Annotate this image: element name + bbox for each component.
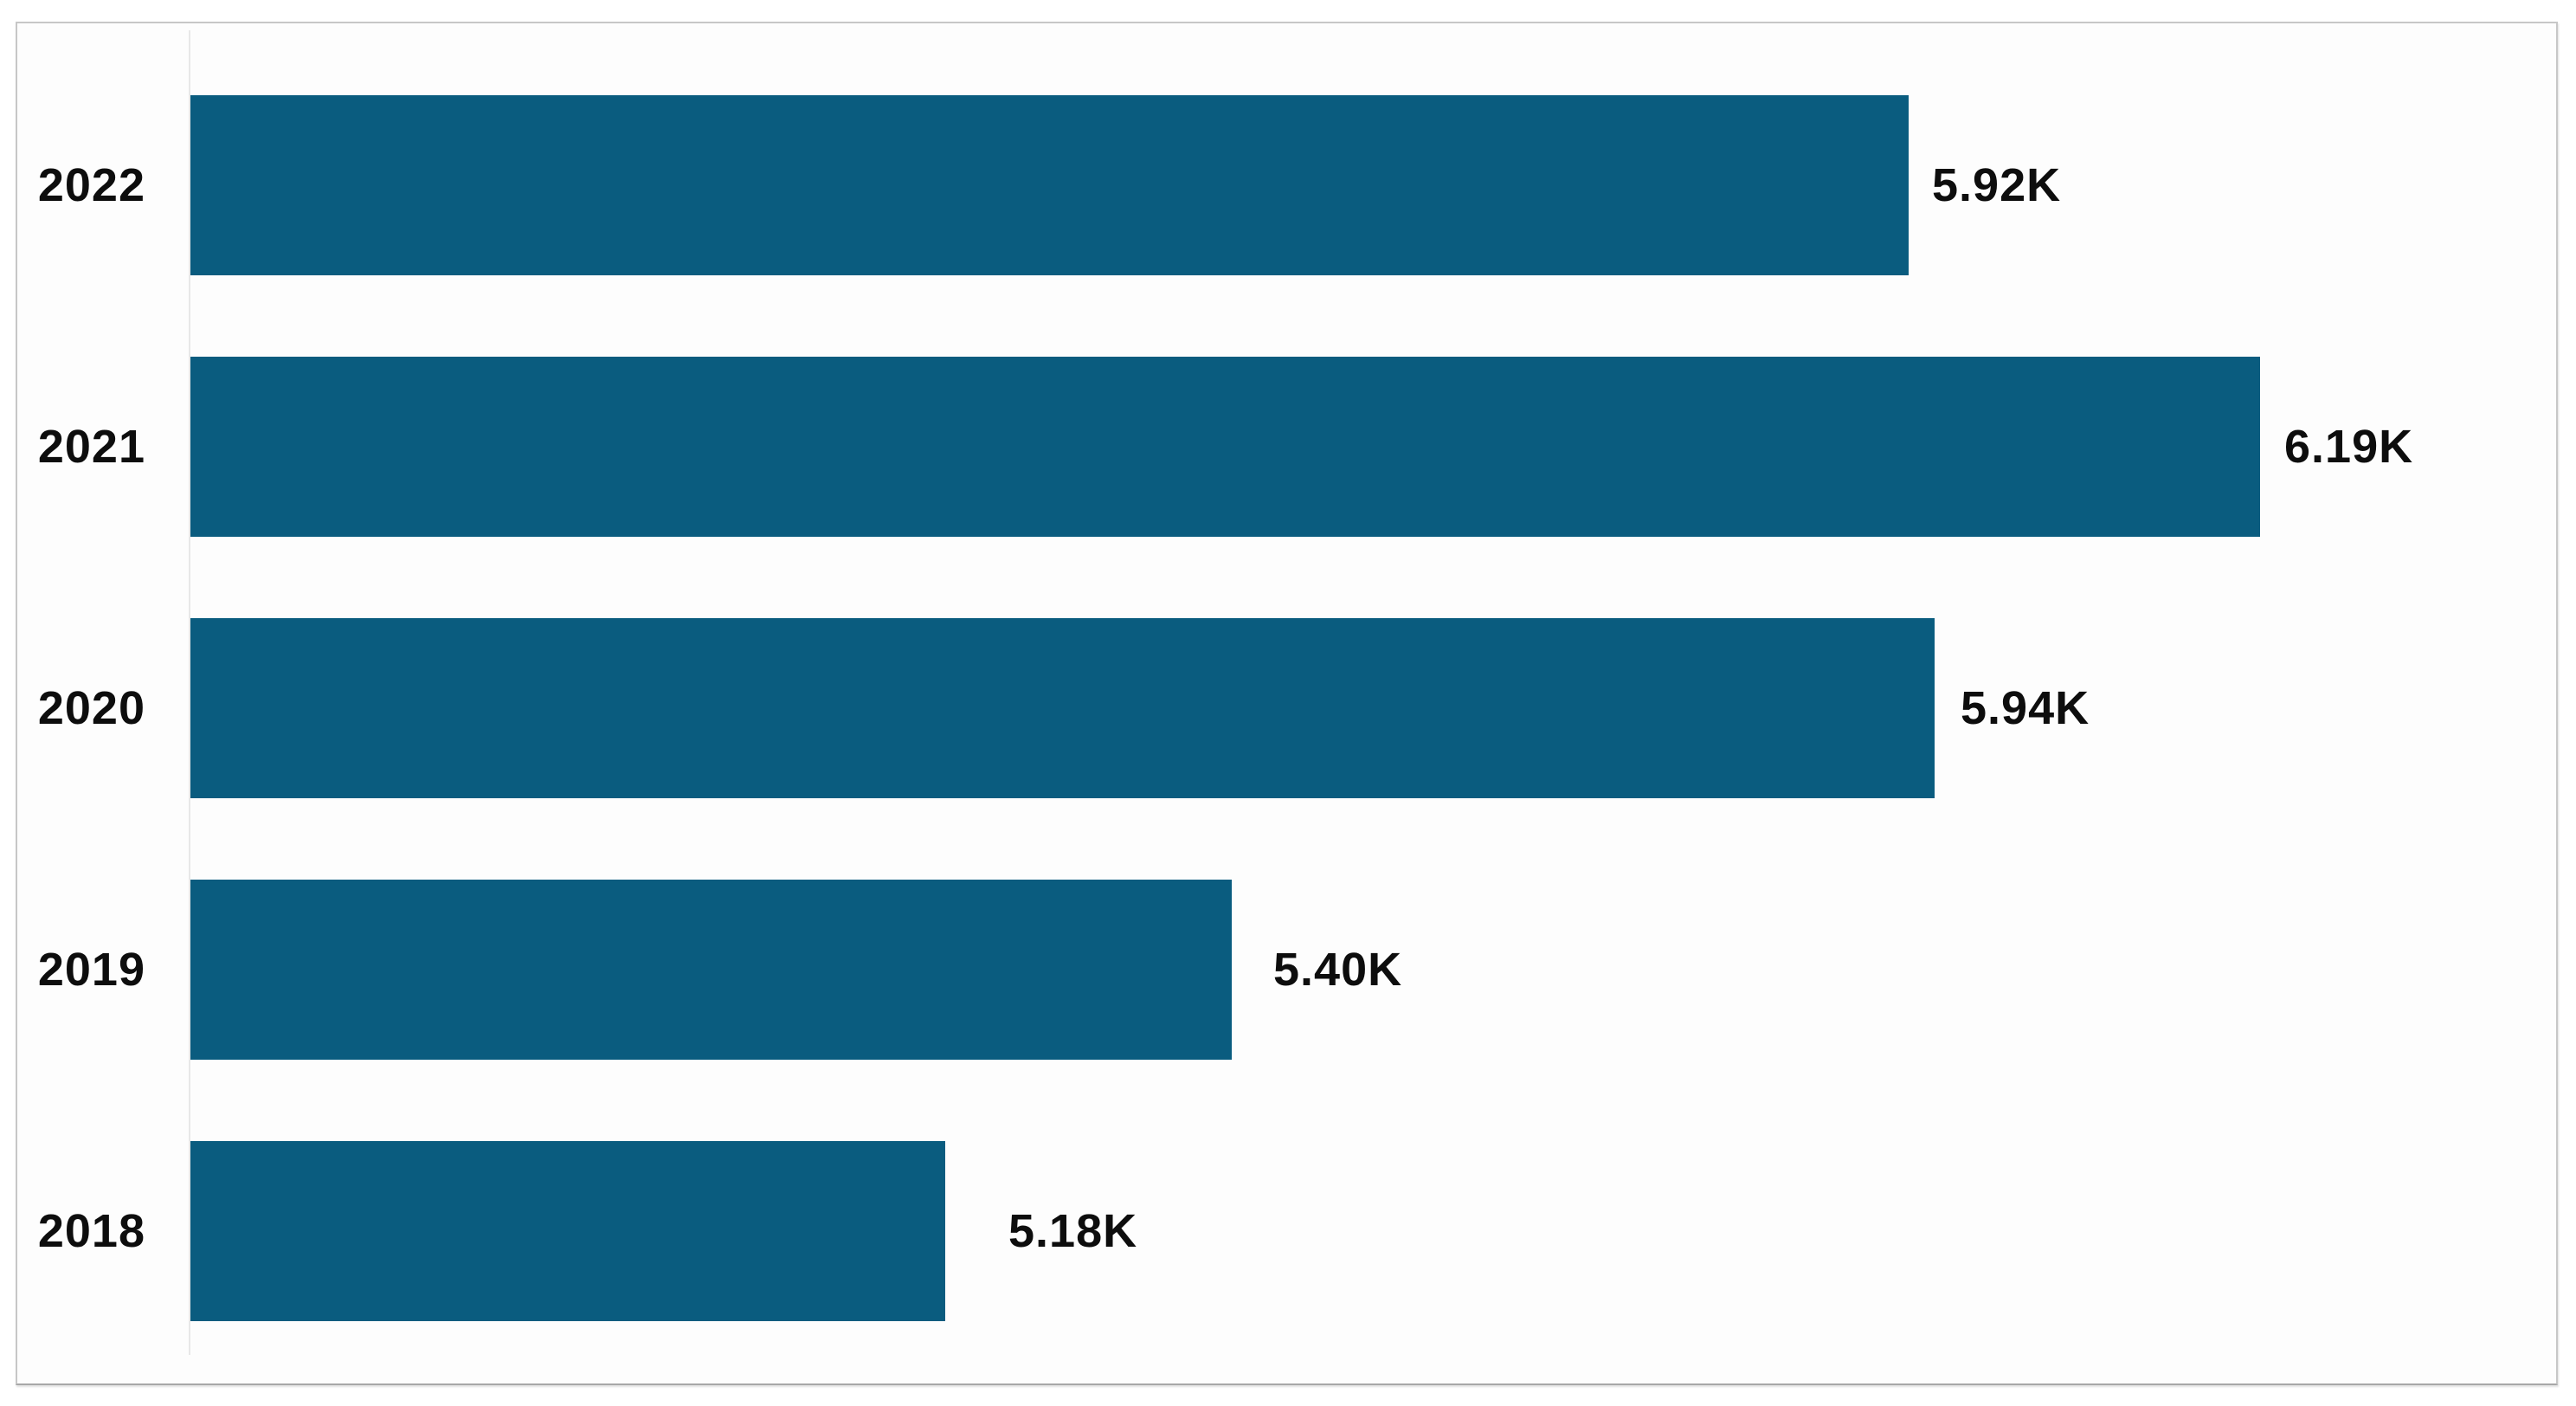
chart-row: 2018 5.18K [17,1141,2556,1321]
value-label: 5.92K [1932,159,2062,211]
chart-row: 2022 5.92K [17,95,2556,275]
category-label: 2020 [37,682,145,734]
bar-2018[interactable] [190,1141,945,1321]
bar-2020[interactable] [190,618,1935,798]
category-label: 2019 [37,944,145,996]
chart-row: 2021 6.19K [17,357,2556,537]
bar-2019[interactable] [190,880,1232,1060]
bar-chart-frame: 2022 5.92K 2021 6.19K 2020 5.94K 2019 5.40K 2018… [16,22,2558,1385]
y-axis-line [189,30,190,1355]
value-label: 6.19K [2284,421,2414,473]
value-label: 5.18K [1008,1205,1138,1257]
value-label: 5.40K [1273,944,1403,996]
category-label: 2022 [37,159,145,211]
bar-2022[interactable] [190,95,1909,275]
chart-row: 2020 5.94K [17,618,2556,798]
chart-row: 2019 5.40K [17,880,2556,1060]
value-label: 5.94K [1961,682,2090,734]
category-label: 2021 [37,421,145,473]
category-label: 2018 [37,1205,145,1257]
bar-2021[interactable] [190,357,2260,537]
